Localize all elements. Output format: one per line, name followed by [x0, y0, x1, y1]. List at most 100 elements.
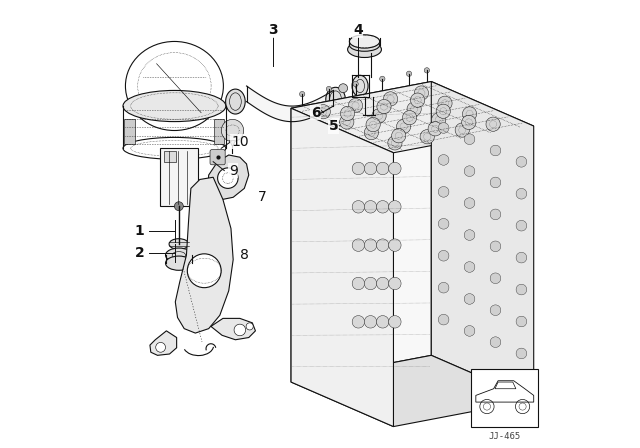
Circle shape [490, 145, 501, 156]
Circle shape [490, 305, 501, 315]
Ellipse shape [166, 256, 192, 270]
Circle shape [376, 277, 389, 290]
Circle shape [364, 125, 378, 140]
Circle shape [424, 68, 429, 73]
Circle shape [403, 111, 417, 125]
Circle shape [428, 122, 442, 136]
Ellipse shape [166, 248, 192, 262]
FancyBboxPatch shape [214, 119, 225, 144]
Polygon shape [431, 82, 534, 400]
Circle shape [431, 113, 446, 127]
Text: 5: 5 [328, 119, 338, 133]
Text: 9: 9 [228, 164, 237, 177]
Ellipse shape [123, 138, 226, 159]
Circle shape [364, 201, 377, 213]
Circle shape [156, 342, 166, 352]
Circle shape [380, 76, 385, 82]
FancyBboxPatch shape [164, 151, 175, 162]
Circle shape [383, 92, 397, 106]
Ellipse shape [326, 87, 346, 112]
Circle shape [366, 117, 380, 132]
Ellipse shape [123, 90, 226, 121]
Circle shape [388, 201, 401, 213]
Circle shape [516, 220, 527, 231]
Ellipse shape [349, 35, 380, 48]
Circle shape [486, 117, 500, 131]
Circle shape [406, 71, 412, 77]
Circle shape [436, 104, 451, 118]
Circle shape [490, 273, 501, 284]
Circle shape [490, 241, 501, 252]
Circle shape [464, 134, 475, 145]
Circle shape [388, 315, 401, 328]
Circle shape [246, 323, 253, 330]
Circle shape [352, 201, 365, 213]
Circle shape [218, 168, 238, 188]
Ellipse shape [349, 39, 380, 51]
Circle shape [392, 129, 406, 143]
Text: 4: 4 [353, 23, 363, 37]
Circle shape [516, 188, 527, 199]
Circle shape [464, 230, 475, 241]
Circle shape [364, 239, 377, 251]
Ellipse shape [352, 75, 368, 97]
FancyBboxPatch shape [210, 150, 225, 165]
Polygon shape [291, 82, 534, 153]
Circle shape [352, 315, 365, 328]
Circle shape [364, 277, 377, 290]
Circle shape [353, 81, 358, 86]
FancyBboxPatch shape [472, 369, 538, 426]
Circle shape [352, 162, 365, 175]
Polygon shape [291, 355, 534, 426]
Circle shape [348, 99, 363, 113]
Ellipse shape [169, 239, 189, 250]
Circle shape [221, 119, 244, 142]
Circle shape [438, 96, 452, 110]
Polygon shape [211, 319, 255, 340]
Circle shape [516, 284, 527, 295]
Circle shape [372, 109, 386, 123]
Circle shape [410, 93, 425, 107]
Circle shape [438, 155, 449, 165]
Ellipse shape [226, 89, 245, 114]
Circle shape [490, 177, 501, 188]
Circle shape [377, 99, 391, 114]
Circle shape [388, 277, 401, 290]
Circle shape [339, 84, 348, 93]
Circle shape [352, 239, 365, 251]
Circle shape [316, 104, 330, 119]
Circle shape [490, 337, 501, 348]
FancyBboxPatch shape [160, 148, 198, 206]
Circle shape [464, 293, 475, 304]
Circle shape [388, 239, 401, 251]
Text: 10: 10 [231, 135, 249, 149]
Text: 7: 7 [258, 190, 266, 204]
Circle shape [340, 115, 354, 129]
Polygon shape [291, 108, 394, 426]
Circle shape [461, 115, 476, 129]
Circle shape [352, 277, 365, 290]
Polygon shape [291, 82, 431, 382]
Circle shape [364, 162, 377, 175]
Polygon shape [150, 331, 177, 355]
Circle shape [388, 162, 401, 175]
Circle shape [438, 314, 449, 325]
Circle shape [464, 166, 475, 177]
Circle shape [326, 86, 332, 92]
Circle shape [407, 102, 421, 116]
Circle shape [340, 106, 355, 121]
Circle shape [188, 254, 221, 288]
Circle shape [175, 202, 183, 211]
Circle shape [463, 107, 477, 121]
Circle shape [455, 123, 469, 137]
Text: 8: 8 [240, 248, 249, 262]
Ellipse shape [125, 42, 223, 130]
Circle shape [464, 262, 475, 272]
Circle shape [234, 324, 246, 336]
Circle shape [438, 219, 449, 229]
Circle shape [376, 239, 389, 251]
Text: 1: 1 [135, 224, 145, 238]
Circle shape [438, 123, 449, 134]
Circle shape [516, 156, 527, 167]
Polygon shape [208, 155, 249, 199]
